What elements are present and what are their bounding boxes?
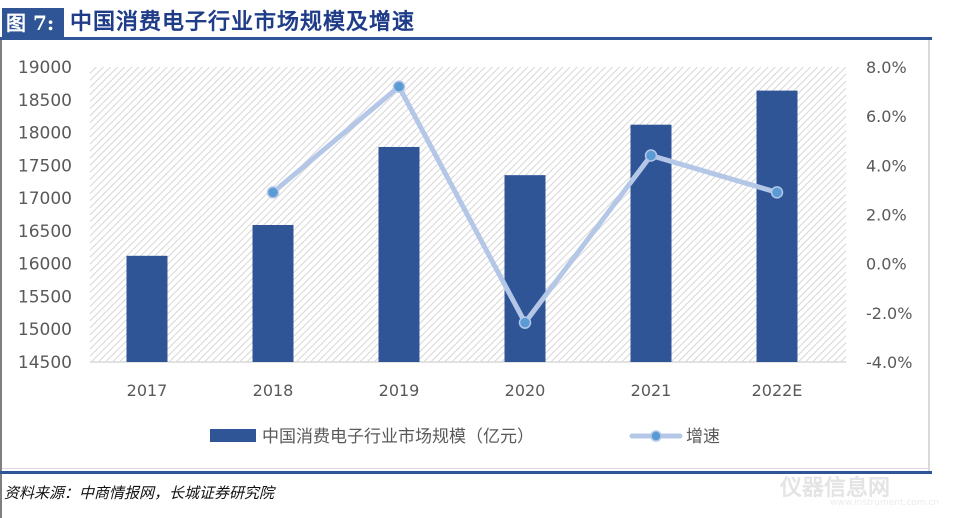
source-note: 资料来源：中商情报网，长城证券研究院 xyxy=(4,484,275,502)
combo-chart: 19000 18500 18000 17500 17000 16500 16000 15500… xyxy=(18,58,913,447)
bar-2018 xyxy=(252,224,294,362)
bar-2020 xyxy=(504,175,546,362)
right-axis-tick: 0.0% xyxy=(866,255,907,274)
x-tick-label: 2018 xyxy=(253,381,294,400)
left-axis-tick: 17000 xyxy=(18,189,72,209)
legend-line-marker xyxy=(650,430,662,442)
figure-header: 图 7: 中国消费电子行业市场规模及增速 xyxy=(0,6,960,38)
left-axis-tick: 15500 xyxy=(18,287,72,307)
right-axis: 8.0% 6.0% 4.0% 2.0% 0.0% -2.0% -4.0% xyxy=(866,58,912,372)
bottom-divider xyxy=(0,471,932,474)
growth-marker xyxy=(644,149,658,162)
watermark-url: www.instrument.com.cn xyxy=(830,498,940,508)
figure-label: 图 7: xyxy=(2,8,64,38)
frame-right-border xyxy=(928,40,930,471)
left-axis-tick: 16000 xyxy=(18,255,72,275)
x-tick-label: 2022E xyxy=(752,381,803,400)
left-axis-tick: 18000 xyxy=(18,124,72,144)
growth-line-series xyxy=(266,80,784,329)
growth-marker xyxy=(518,316,532,329)
left-axis-tick: 16500 xyxy=(18,222,72,242)
right-axis-tick: 6.0% xyxy=(866,107,907,126)
bar-2022E xyxy=(756,90,798,362)
x-tick-label: 2020 xyxy=(505,381,546,400)
x-tick-label: 2019 xyxy=(379,381,420,400)
right-axis-tick: 8.0% xyxy=(866,58,907,77)
growth-marker xyxy=(392,80,406,93)
left-axis-tick: 17500 xyxy=(18,156,72,176)
watermark-logo: 仪器信息网 xyxy=(780,476,891,501)
legend-bar-swatch xyxy=(210,429,256,442)
legend-bar-label: 中国消费电子行业市场规模（亿元） xyxy=(262,427,534,447)
right-axis-tick: -2.0% xyxy=(866,304,912,323)
bar-2017 xyxy=(126,255,168,362)
frame-left-border xyxy=(0,40,2,518)
figure-title: 中国消费电子行业市场规模及增速 xyxy=(70,10,416,35)
left-axis-tick: 19000 xyxy=(18,58,72,78)
legend: 中国消费电子行业市场规模（亿元） 增速 xyxy=(210,427,720,447)
growth-marker xyxy=(266,186,280,199)
x-tick-label: 2017 xyxy=(127,381,168,400)
left-axis-tick: 18500 xyxy=(18,91,72,111)
left-axis: 19000 18500 18000 17500 17000 16500 16000 15500… xyxy=(18,58,72,373)
left-axis-tick: 14500 xyxy=(18,353,72,373)
right-axis-tick: 2.0% xyxy=(866,206,907,225)
x-axis-labels: 2017 2018 2019 2020 2021 2022E xyxy=(127,381,803,400)
legend-line-label: 增速 xyxy=(686,427,720,447)
bar-2021 xyxy=(630,124,672,362)
growth-marker xyxy=(770,186,784,199)
frame-bottom-border xyxy=(2,468,928,469)
bar-series xyxy=(126,90,798,362)
right-axis-tick: 4.0% xyxy=(866,156,907,175)
top-divider xyxy=(0,37,932,40)
x-tick-label: 2021 xyxy=(631,381,672,400)
right-axis-tick: -4.0% xyxy=(866,353,912,372)
bar-2019 xyxy=(378,146,420,362)
left-axis-tick: 15000 xyxy=(18,320,72,340)
